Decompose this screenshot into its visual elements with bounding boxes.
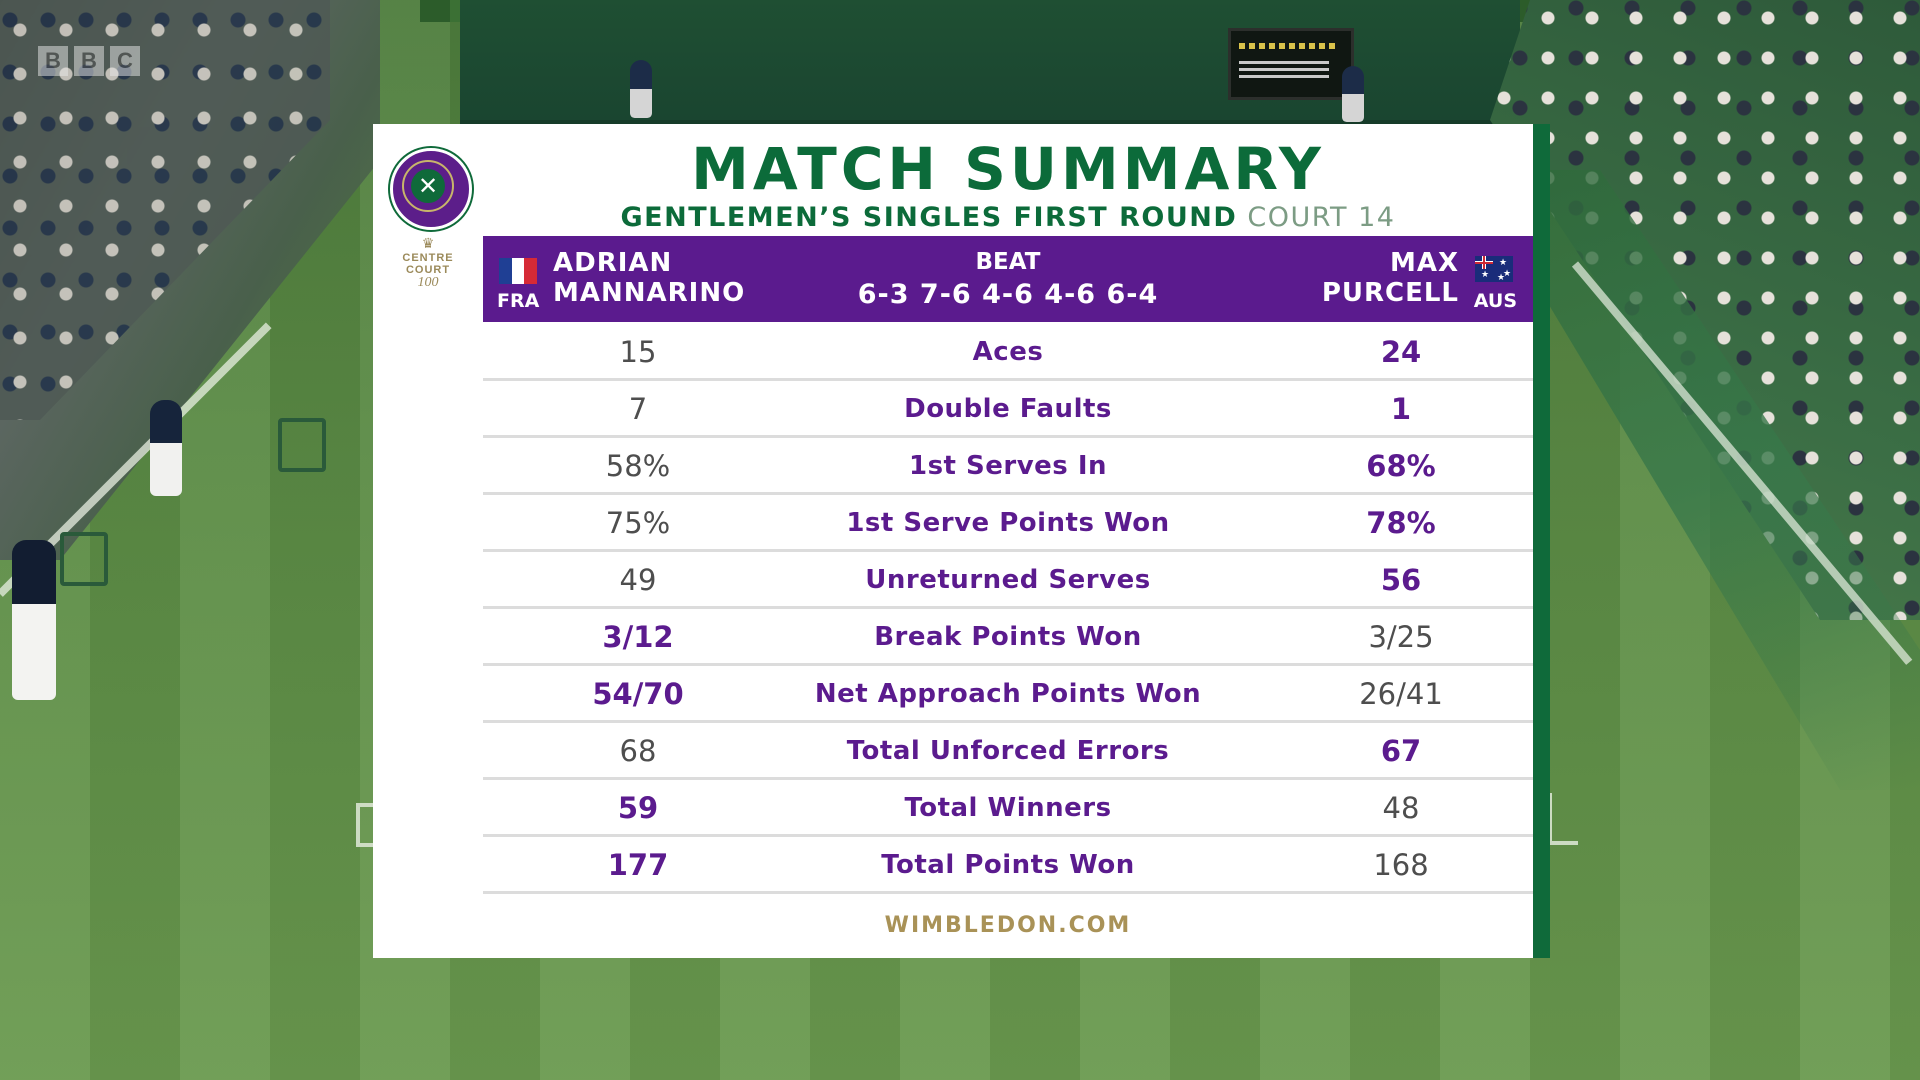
result-header: FRA ADRIAN MANNARINO BEAT 6-3 7-6 4-6 4-… [483, 236, 1533, 322]
official-figure [12, 540, 56, 700]
stat-right-value: 3/25 [1368, 620, 1434, 654]
badge-line2: COURT [405, 264, 451, 276]
stat-label: 1st Serves In [908, 451, 1108, 481]
loser-last-name: PURCELL [1321, 278, 1459, 308]
court-label: COURT 14 [1247, 202, 1396, 233]
winner-first-name: ADRIAN [553, 248, 673, 278]
stat-row: 49 Unreturned Serves 56 [483, 552, 1533, 606]
ball-person-figure [1342, 66, 1364, 122]
wimbledon-emblem-icon: ✕ [390, 148, 472, 230]
subtitle: GENTLEMEN’S SINGLES FIRST ROUND COURT 14 [483, 196, 1533, 240]
crown-icon: ♛ [421, 236, 435, 252]
stat-label: 1st Serve Points Won [846, 508, 1170, 538]
result-word: BEAT [975, 249, 1041, 275]
stat-row: 59 Total Winners 48 [483, 780, 1533, 834]
court-mark-right [1548, 793, 1578, 845]
winner-last-name: MANNARINO [553, 278, 746, 308]
bbc-logo-letter: B [38, 46, 68, 76]
chair [278, 418, 326, 472]
logo-column: ✕ ♛ CENTRE COURT 100 [373, 124, 483, 958]
ball-person-figure [630, 60, 652, 118]
stat-label: Total Points Won [881, 850, 1135, 880]
round-label: GENTLEMEN’S SINGLES FIRST ROUND [620, 202, 1238, 233]
stat-left-value: 68 [619, 734, 657, 768]
stat-left-value: 58% [605, 449, 671, 483]
stat-right-value: 24 [1380, 335, 1422, 369]
loser-country: AUS [1473, 290, 1517, 312]
stat-left-value: 75% [605, 506, 671, 540]
stat-row: 177 Total Points Won 168 [483, 837, 1533, 891]
stat-right-value: 67 [1380, 734, 1422, 768]
winner-name: ADRIAN MANNARINO [553, 248, 745, 308]
stat-right-value: 56 [1380, 563, 1422, 597]
bbc-logo: B B C [38, 46, 140, 76]
stat-row: 68 Total Unforced Errors 67 [483, 723, 1533, 777]
stat-row: 15 Aces 24 [483, 324, 1533, 378]
centre-court-100-badge: ♛ CENTRE COURT 100 [393, 236, 463, 326]
page-title: MATCH SUMMARY [691, 135, 1325, 203]
stat-left-value: 54/70 [592, 677, 684, 711]
stat-right-value: 26/41 [1359, 677, 1443, 711]
court-mark-left [356, 803, 376, 847]
match-summary-panel: ✕ ♛ CENTRE COURT 100 MATCH SUMMARY GENTL… [373, 124, 1548, 958]
stat-row: 58% 1st Serves In 68% [483, 438, 1533, 492]
bbc-logo-letter: C [110, 46, 140, 76]
winner-country: FRA [497, 290, 540, 312]
website-footer: WIMBLEDON.COM [884, 913, 1132, 938]
stat-row: 3/12 Break Points Won 3/25 [483, 609, 1533, 663]
stat-left-value: 15 [619, 335, 657, 369]
loser-first-name: MAX [1389, 248, 1459, 278]
stat-left-value: 7 [628, 392, 648, 426]
official-figure [150, 400, 182, 496]
stat-right-value: 1 [1390, 392, 1412, 426]
stat-label: Unreturned Serves [865, 565, 1151, 595]
stat-label: Aces [972, 337, 1044, 367]
stat-left-value: 49 [619, 563, 657, 597]
stat-label: Net Approach Points Won [814, 679, 1202, 709]
stat-label: Total Unforced Errors [846, 736, 1170, 766]
stat-right-value: 168 [1373, 848, 1429, 882]
stat-left-value: 177 [607, 848, 669, 882]
badge-line3: 100 [417, 275, 439, 290]
crossed-rackets-icon: ✕ [417, 172, 439, 200]
stat-row: 54/70 Net Approach Points Won 26/41 [483, 666, 1533, 720]
panel-edge [1533, 124, 1550, 958]
australia-flag-icon: ★ ★ ★ ★ [1475, 256, 1513, 282]
stats-table: 15 Aces 24 7 Double Faults 1 58% 1st Serves In 6… [483, 324, 1533, 894]
match-score: 6-3 7-6 4-6 4-6 6-4 [857, 279, 1159, 310]
france-flag-icon [499, 258, 538, 284]
stat-label: Double Faults [904, 394, 1112, 424]
bbc-logo-letter: B [74, 46, 104, 76]
loser-name: MAX PURCELL [1322, 248, 1459, 308]
summary-content: MATCH SUMMARY GENTLEMEN’S SINGLES FIRST … [483, 124, 1533, 958]
chair [60, 532, 108, 586]
stat-label: Break Points Won [874, 622, 1142, 652]
stat-right-value: 48 [1382, 791, 1420, 825]
badge-line1: CENTRE [402, 252, 454, 264]
stat-row: 75% 1st Serve Points Won 78% [483, 495, 1533, 549]
stat-label: Total Winners [904, 793, 1112, 823]
stat-left-value: 59 [617, 791, 659, 825]
court-scoreboard [1228, 28, 1354, 100]
stat-left-value: 3/12 [602, 620, 674, 654]
stat-row: 7 Double Faults 1 [483, 381, 1533, 435]
stat-right-value: 68% [1366, 449, 1436, 483]
stat-right-value: 78% [1366, 506, 1436, 540]
